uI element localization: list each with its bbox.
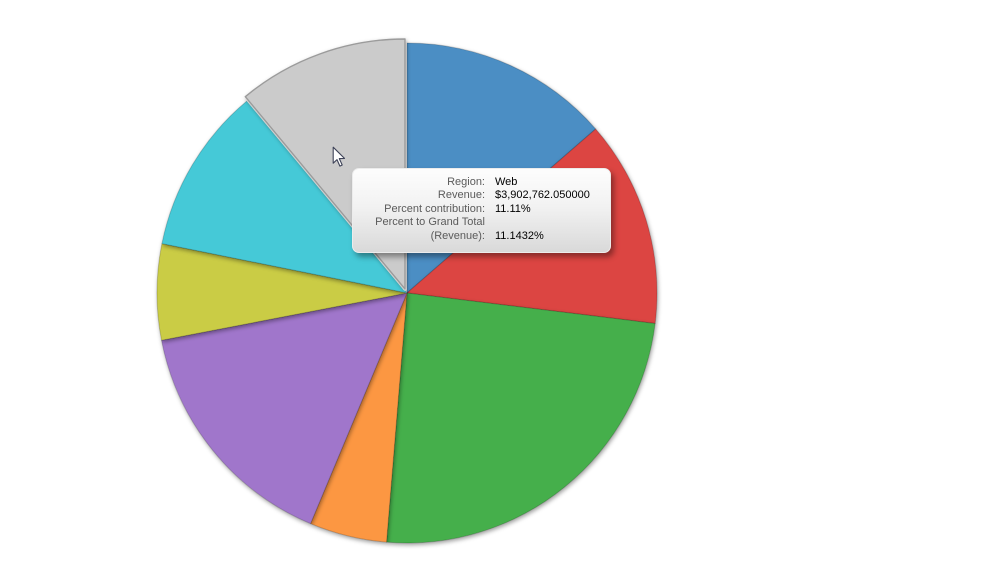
tooltip-label-revenue: Revenue:	[437, 189, 485, 202]
arrow-cursor-icon	[332, 146, 346, 167]
tooltip-value-revenue: $3,902,762.050000	[495, 189, 590, 202]
tooltip-value-percent-grand-total: 11.1432%	[495, 229, 544, 242]
tooltip: Region: Web Revenue: $3,902,762.050000 P…	[352, 168, 611, 254]
tooltip-value-percent-contribution: 11.11%	[495, 202, 531, 215]
pie-slice-purple[interactable]	[161, 292, 408, 525]
tooltip-label-percent-contribution: Percent contribution:	[384, 202, 485, 215]
tooltip-value-region: Web	[495, 176, 518, 188]
tooltip-label-region: Region:	[447, 176, 485, 188]
tooltip-label-percent-grand-total: Percent to Grand Total (Revenue):	[375, 216, 485, 242]
pie-slice-green[interactable]	[386, 292, 656, 544]
pie-slice-cyan[interactable]	[161, 100, 408, 294]
